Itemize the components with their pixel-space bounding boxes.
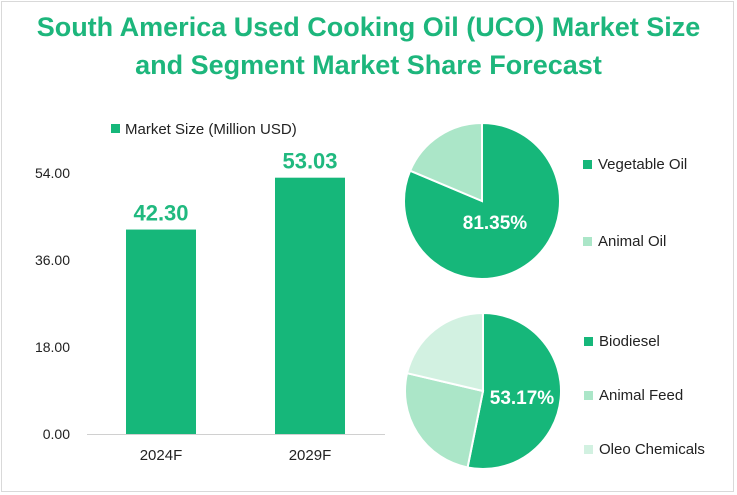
chart-title-line-1: South America Used Cooking Oil (UCO) Mar… bbox=[36, 12, 701, 42]
pie2-legend-label-oleo-chemicals: Oleo Chemicals bbox=[599, 441, 705, 458]
pie2-slice-oleo-chemicals bbox=[405, 311, 484, 393]
pie2-data-label: 53.17% bbox=[490, 388, 555, 409]
x-tick-label-2024F: 2024F bbox=[140, 447, 183, 464]
bar-2029F bbox=[275, 177, 345, 434]
pie2-legend-label-animal-feed: Animal Feed bbox=[599, 387, 683, 404]
y-tick-label-1: 18.00 bbox=[35, 339, 70, 355]
pie2-legend-swatch-biodiesel bbox=[584, 337, 593, 346]
chart-title: South America Used Cooking Oil (UCO) Mar… bbox=[0, 8, 737, 84]
x-tick-label-2029F: 2029F bbox=[289, 447, 332, 464]
pie2-legend-label-biodiesel: Biodiesel bbox=[599, 333, 660, 350]
pie1-legend-swatch-animal-oil bbox=[583, 237, 592, 246]
pie2-slice-animal-feed bbox=[404, 371, 485, 469]
y-tick-label-3: 54.00 bbox=[35, 165, 70, 181]
pie2-legend-swatch-oleo-chemicals bbox=[584, 445, 593, 454]
bar-legend-swatch bbox=[111, 124, 120, 133]
bar-2024F bbox=[126, 229, 196, 434]
chart-title-line-2: and Segment Market Share Forecast bbox=[135, 50, 602, 80]
bar-value-label-2024F: 42.30 bbox=[133, 201, 188, 226]
pie1-legend-label-vegetable-oil: Vegetable Oil bbox=[598, 156, 687, 173]
bar-legend-label: Market Size (Million USD) bbox=[125, 121, 297, 138]
pie1-legend-label-animal-oil: Animal Oil bbox=[598, 233, 666, 250]
pie1-data-label: 81.35% bbox=[463, 213, 528, 234]
bar-value-label-2029F: 53.03 bbox=[282, 149, 337, 174]
pie1-legend-swatch-vegetable-oil bbox=[583, 160, 592, 169]
pie2-slice-biodiesel bbox=[466, 311, 562, 470]
pie1-slice-animal-oil bbox=[408, 121, 483, 203]
pie2-legend-swatch-animal-feed bbox=[584, 391, 593, 400]
y-tick-label-2: 36.00 bbox=[35, 252, 70, 268]
y-tick-label-0: 0.00 bbox=[43, 426, 70, 442]
